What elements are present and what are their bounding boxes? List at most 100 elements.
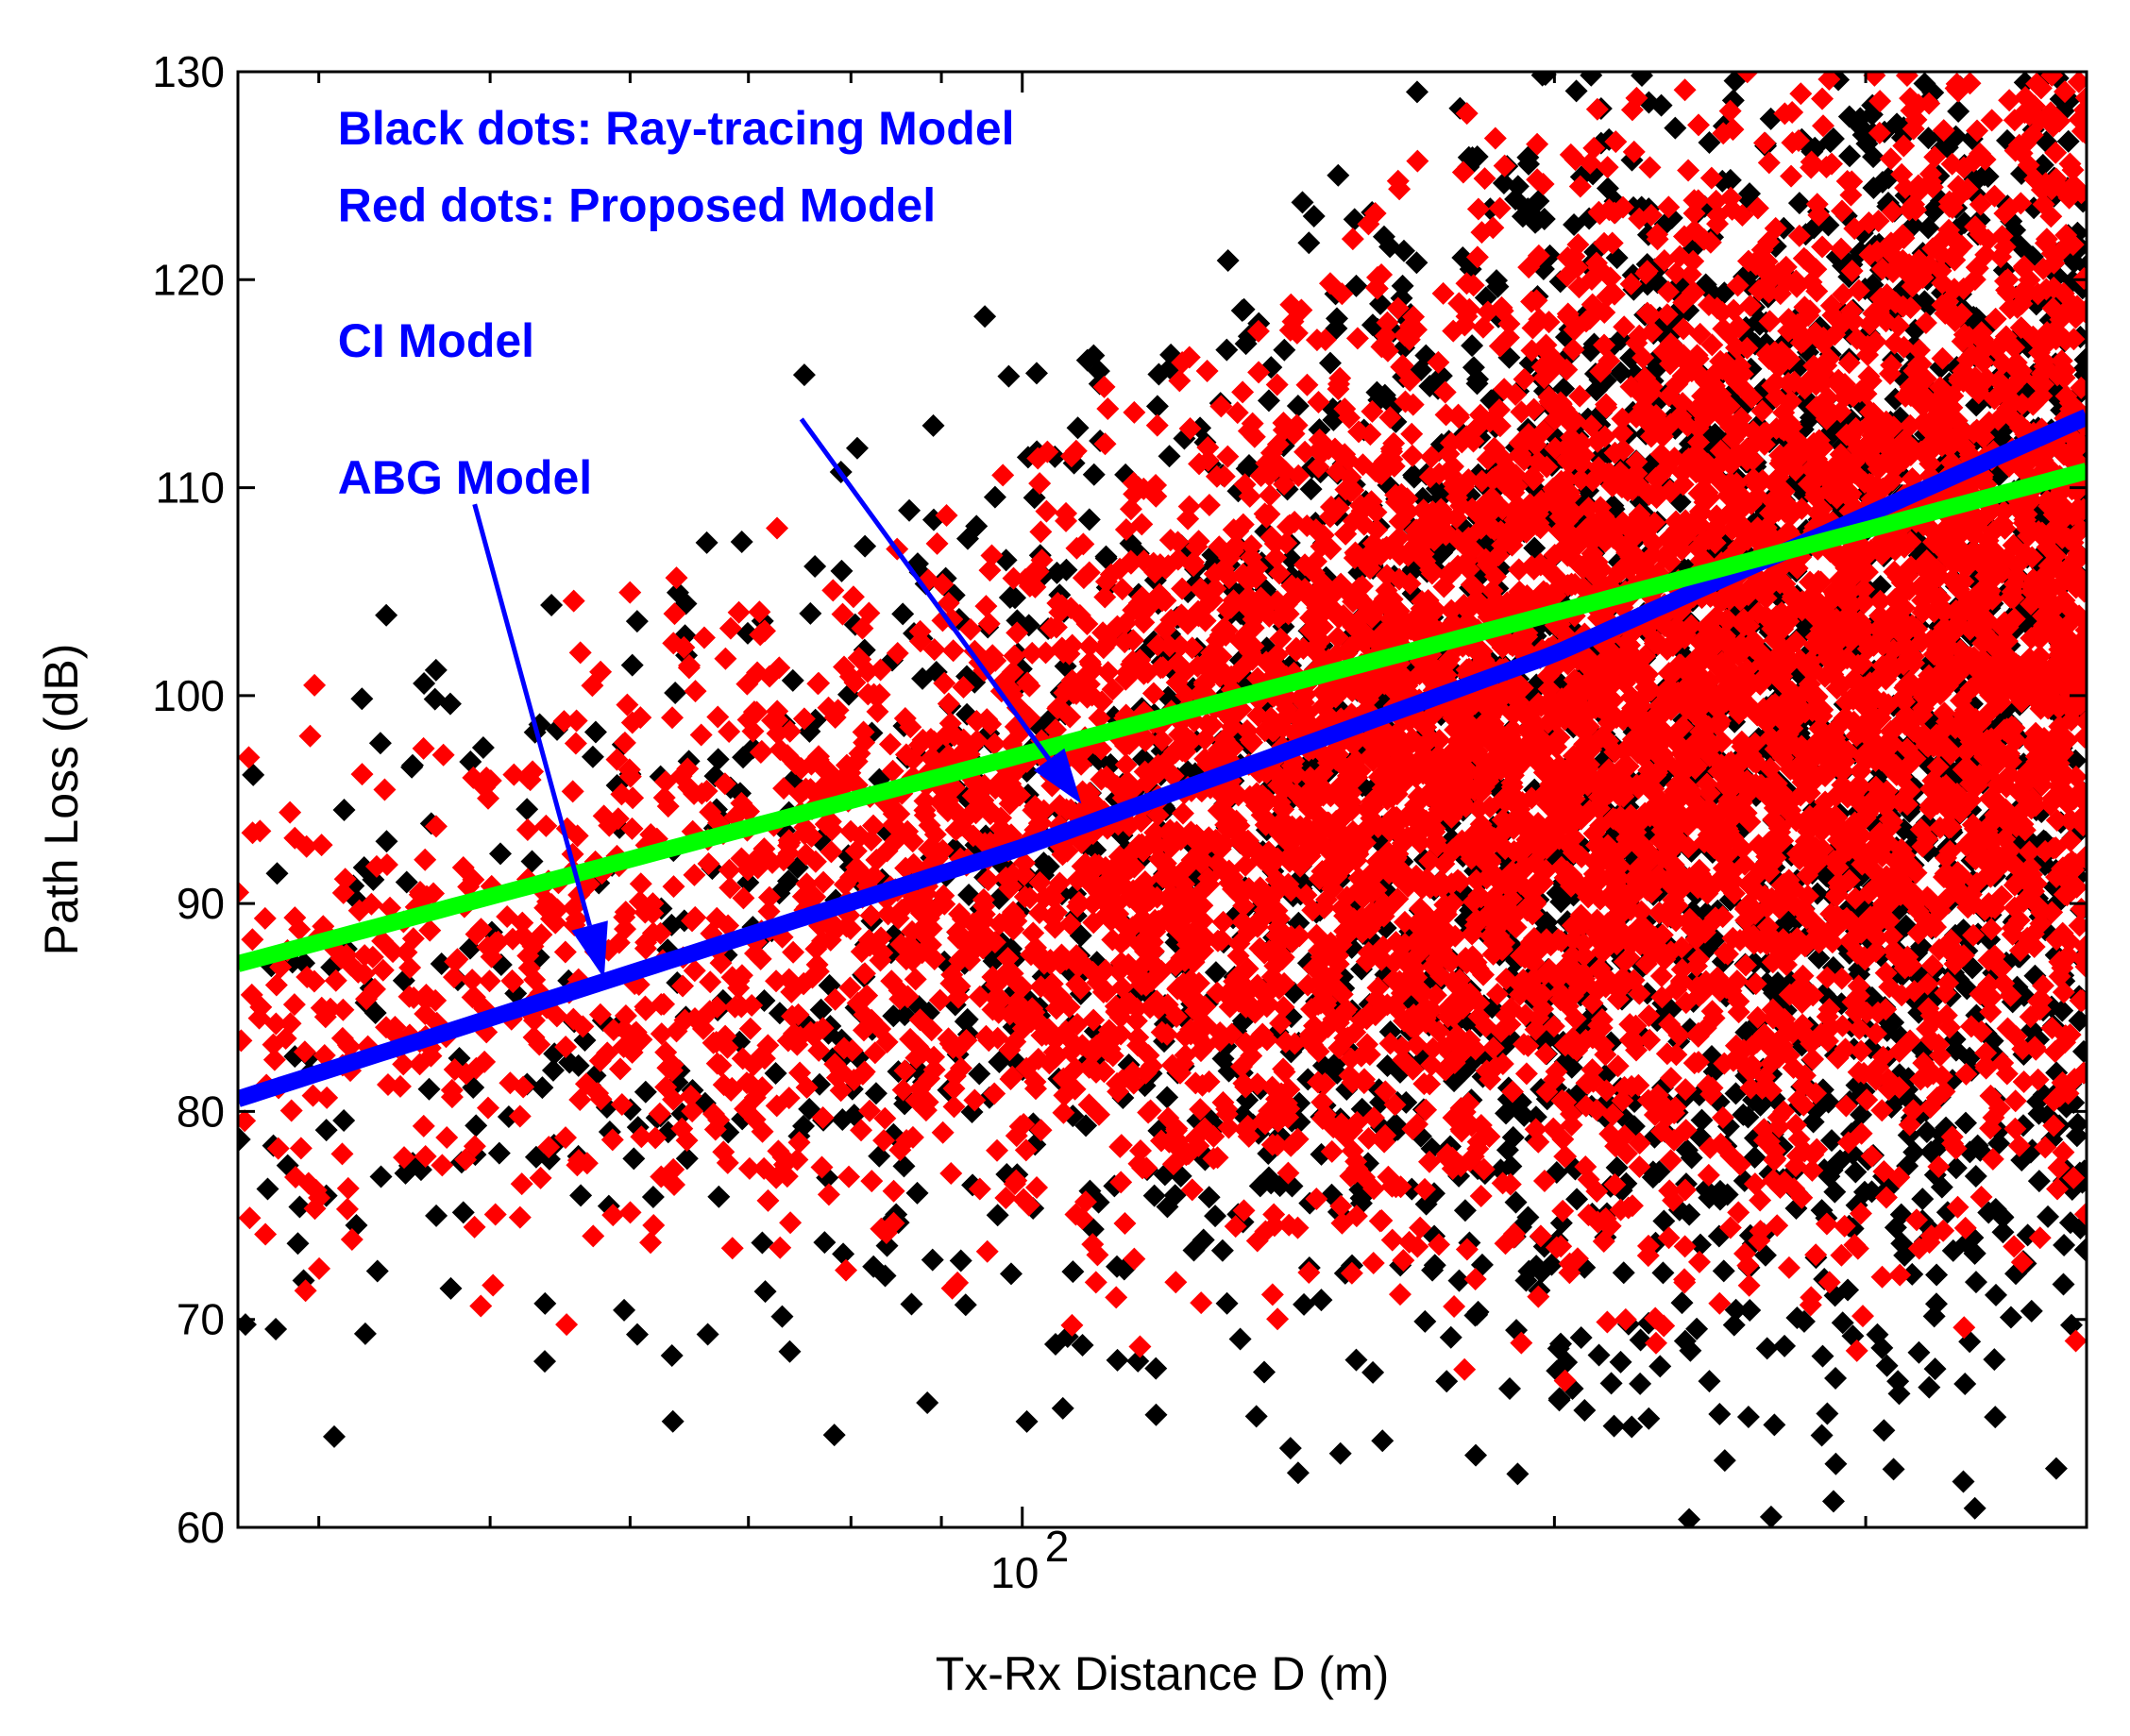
ray_tracing-point xyxy=(394,1161,417,1185)
ray_tracing-point xyxy=(417,1077,441,1101)
ray_tracing-point xyxy=(2068,1009,2087,1033)
ray_tracing-point xyxy=(1286,394,1310,417)
ray_tracing-point xyxy=(999,1262,1023,1286)
ray_tracing-point xyxy=(891,602,915,626)
ray_tracing-point xyxy=(1631,72,1654,87)
ray_tracing-point xyxy=(1918,295,1941,318)
ray_tracing-point xyxy=(1816,1402,1839,1425)
ray_tracing-point xyxy=(2020,1299,2043,1323)
proposed-point xyxy=(1749,1188,1772,1212)
proposed-point xyxy=(913,803,937,827)
ray_tracing-point xyxy=(1344,1348,1368,1372)
proposed-point xyxy=(821,579,845,602)
ray_tracing-point xyxy=(1506,1462,1530,1486)
proposed-point xyxy=(2068,914,2087,937)
ray_tracing-point xyxy=(583,720,607,744)
proposed-point xyxy=(618,581,642,604)
ray_tracing-point xyxy=(265,862,289,885)
proposed-point xyxy=(1622,140,1646,163)
ray_tracing-point xyxy=(1787,192,1811,215)
ray_tracing-point xyxy=(1144,1403,1168,1426)
proposed-point xyxy=(1272,996,1295,1020)
ray_tracing-point xyxy=(1792,1309,1816,1333)
ray_tracing-point xyxy=(1637,1407,1661,1430)
ray_tracing-point xyxy=(1435,1370,1459,1393)
ray_tracing-point xyxy=(845,436,869,460)
ray_tracing-point xyxy=(1114,463,1138,486)
ray_tracing-point xyxy=(986,1204,1009,1227)
ray_tracing-point xyxy=(1723,72,1747,93)
ray_tracing-point xyxy=(400,753,424,777)
ray_tracing-point xyxy=(533,1350,557,1374)
ray_tracing-point xyxy=(1820,1129,1844,1153)
ray_tracing-point xyxy=(1911,1188,1935,1211)
proposed-point xyxy=(1697,1163,1720,1187)
ray_tracing-point xyxy=(1501,1125,1525,1149)
ray_tracing-point xyxy=(997,364,1021,388)
ray_tracing-point xyxy=(830,559,854,582)
ray_tracing-point xyxy=(264,1317,288,1340)
proposed-point xyxy=(853,962,876,986)
proposed-point xyxy=(1232,1199,1256,1222)
ray_tracing-point xyxy=(1925,1263,1949,1287)
ray_tracing-point xyxy=(2069,1216,2087,1239)
ray_tracing-point xyxy=(1569,1326,1593,1350)
ray_tracing-point xyxy=(1773,1334,1797,1357)
proposed-point xyxy=(1465,245,1489,269)
ray_tracing-point xyxy=(1413,1309,1437,1333)
ray_tracing-point xyxy=(1328,1441,1352,1465)
ray_tracing-point xyxy=(424,658,448,682)
ray_tracing-point xyxy=(781,668,804,692)
ray_tracing-point xyxy=(955,527,979,550)
proposed-point xyxy=(1840,260,1864,283)
ray_tracing-point xyxy=(1823,1180,1847,1204)
ray_tracing-point xyxy=(1259,1171,1283,1195)
ray_tracing-point xyxy=(353,1322,377,1345)
ray_tracing-point xyxy=(1648,1160,1671,1184)
ray_tracing-point xyxy=(1821,1490,1845,1513)
ray_tracing-point xyxy=(776,869,800,893)
proposed-point xyxy=(1273,472,1296,496)
ray_tracing-point xyxy=(395,870,418,894)
ray_tracing-point xyxy=(1924,1292,1948,1316)
proposed-point xyxy=(779,1211,803,1235)
proposed-point xyxy=(1341,228,1364,251)
ray_tracing-point xyxy=(541,1058,565,1082)
ray_tracing-point xyxy=(1210,1239,1234,1262)
ray_tracing-point xyxy=(675,1147,699,1171)
ray_tracing-point xyxy=(1474,286,1497,310)
ray_tracing-point xyxy=(1664,116,1687,140)
ray_tracing-point xyxy=(2044,1457,2068,1480)
ray_tracing-point xyxy=(809,998,833,1021)
ray_tracing-point xyxy=(770,1305,794,1328)
ray_tracing-point xyxy=(898,498,921,522)
proposed-point xyxy=(1834,1094,1858,1118)
ray_tracing-point xyxy=(2037,1205,2060,1228)
proposed-point xyxy=(1868,121,1891,144)
ray_tracing-point xyxy=(983,485,1006,509)
ray_tracing-point xyxy=(1763,1413,1786,1437)
ray_tracing-point xyxy=(286,1232,310,1256)
proposed-point xyxy=(2061,159,2085,182)
ray_tracing-point xyxy=(1378,235,1402,259)
ray_tracing-point xyxy=(1299,478,1323,501)
ray_tracing-point xyxy=(1807,946,1831,969)
ray_tracing-point xyxy=(1976,164,2000,188)
proposed-point xyxy=(440,1078,464,1102)
ray_tracing-point xyxy=(2056,129,2080,153)
ray_tracing-point xyxy=(1310,1289,1333,1312)
ray_tracing-point xyxy=(1350,957,1374,981)
proposed-point xyxy=(1727,1201,1750,1224)
ray_tracing-point xyxy=(1722,1313,1746,1337)
ray_tracing-point xyxy=(2027,1170,2051,1193)
ray_tracing-point xyxy=(256,1177,279,1201)
proposed-point xyxy=(279,801,302,824)
ray_tracing-point xyxy=(368,732,392,755)
ray_tracing-point xyxy=(489,842,513,866)
ray_tracing-point xyxy=(965,514,989,538)
ray_tracing-point xyxy=(1573,1399,1597,1423)
ray_tracing-point xyxy=(1963,1241,1986,1265)
ray_tracing-point xyxy=(1824,1452,1848,1475)
ray_tracing-point xyxy=(1954,1111,1978,1135)
ray_tracing-point xyxy=(1872,1419,1896,1442)
